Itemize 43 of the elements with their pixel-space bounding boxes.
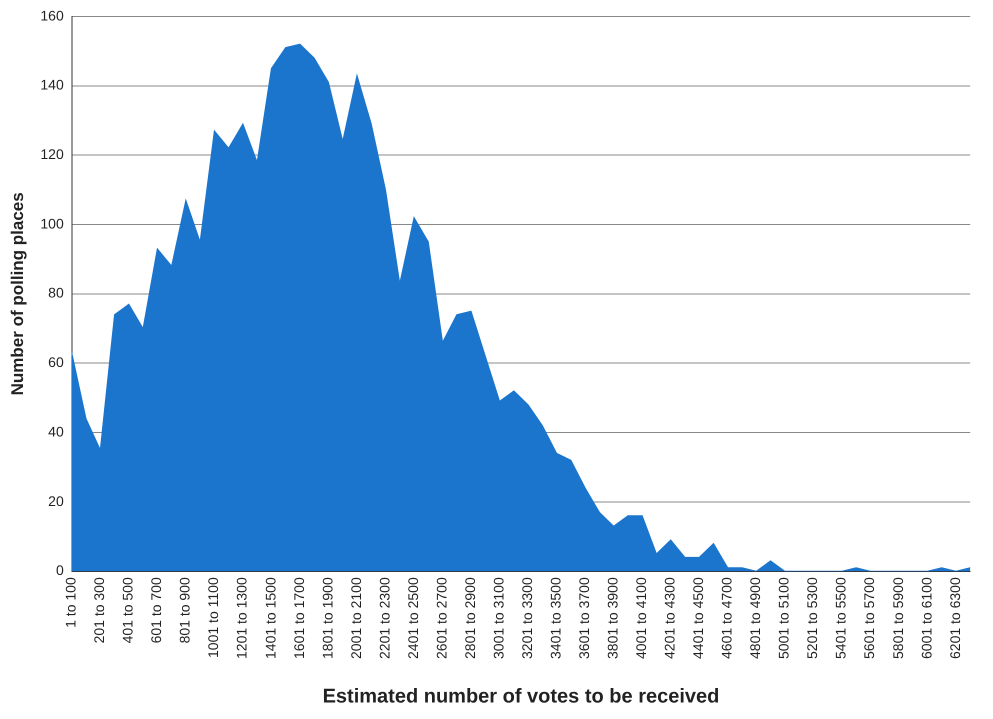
y-tick-label: 160: [40, 7, 64, 24]
x-tick-label: 2201 to 2300: [376, 577, 392, 660]
x-tick-label: 6001 to 6100: [918, 577, 934, 660]
y-tick-label: 100: [40, 215, 64, 232]
x-tick-label: 1601 to 1700: [290, 577, 307, 660]
x-tick-label: 4401 to 4500: [690, 577, 706, 660]
x-tick-label: 5001 to 5100: [776, 577, 792, 660]
y-tick-label: 120: [40, 146, 64, 162]
x-tick-label: 3801 to 3900: [604, 577, 621, 660]
x-tick-label: 1801 to 1900: [319, 577, 336, 660]
x-tick-label: 1401 to 1500: [262, 577, 278, 660]
x-tick-label: 5201 to 5300: [804, 577, 820, 660]
x-tick-label: 3201 to 3300: [518, 577, 535, 660]
x-tick-label: 201 to 300: [91, 577, 108, 644]
x-tick-label: 5801 to 5900: [890, 577, 906, 660]
x-axis-title: Estimated number of votes to be received: [322, 686, 720, 708]
x-tick-label: 3601 to 3700: [576, 577, 592, 660]
x-tick-label: 4001 to 4100: [633, 577, 650, 660]
y-tick-label: 80: [48, 284, 64, 301]
x-tick-label: 401 to 500: [120, 577, 136, 644]
y-tick-label: 140: [40, 76, 64, 93]
x-tick-label: 2401 to 2500: [404, 577, 421, 660]
x-tick-label: 6201 to 6300: [946, 577, 963, 660]
x-tick-label: 4201 to 4300: [662, 577, 678, 660]
x-tick-label: 3401 to 3500: [547, 577, 564, 660]
x-tick-label: 1201 to 1300: [234, 577, 250, 660]
y-tick-label: 0: [56, 562, 64, 578]
y-tick-label: 20: [48, 492, 64, 509]
x-tick-label: 2601 to 2700: [433, 577, 450, 660]
x-tick-label: 601 to 700: [148, 577, 164, 644]
x-tick-label: 2801 to 2900: [462, 577, 478, 660]
x-tick-label: 4801 to 4900: [747, 577, 764, 660]
y-tick-label: 40: [48, 423, 64, 440]
x-tick-label: 2001 to 2100: [348, 577, 364, 660]
x-tick-label: 5601 to 5700: [861, 577, 878, 660]
y-axis-title: Number of polling places: [8, 192, 27, 396]
y-tick-label: 60: [48, 354, 64, 370]
x-tick-label: 3001 to 3100: [490, 577, 506, 660]
x-tick-label: 801 to 900: [176, 577, 193, 644]
x-tick-label: 1001 to 1100: [205, 577, 222, 658]
x-tick-label: 4601 to 4700: [718, 577, 735, 660]
x-tick-label: 5401 to 5500: [832, 577, 849, 660]
x-tick-label: 1 to 100: [62, 577, 79, 628]
